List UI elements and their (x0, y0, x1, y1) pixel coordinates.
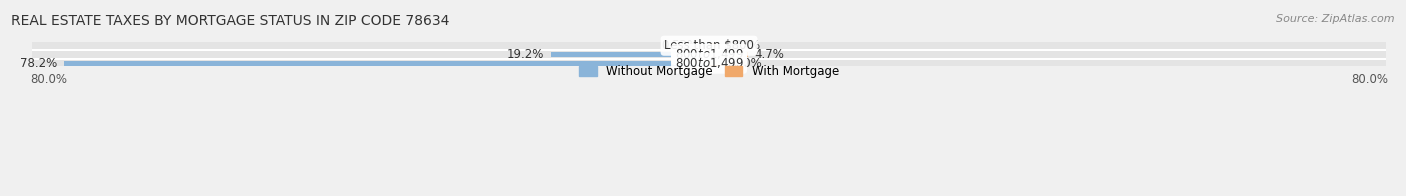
Bar (32, 51, 1386, 58)
Text: 19.2%: 19.2% (506, 48, 544, 61)
Bar (63, 61, 709, 66)
Bar (32, 43, 1386, 49)
Text: $800 to $1,499: $800 to $1,499 (675, 47, 744, 62)
Bar (32, 60, 1386, 66)
Bar (709, 61, 725, 66)
Text: Source: ZipAtlas.com: Source: ZipAtlas.com (1277, 14, 1395, 24)
Bar (551, 52, 709, 57)
Legend: Without Mortgage, With Mortgage: Without Mortgage, With Mortgage (574, 60, 844, 83)
Text: 2.0%: 2.0% (733, 57, 762, 70)
Text: REAL ESTATE TAXES BY MORTGAGE STATUS IN ZIP CODE 78634: REAL ESTATE TAXES BY MORTGAGE STATUS IN … (11, 14, 450, 28)
Text: 4.7%: 4.7% (755, 48, 785, 61)
Text: 0.52%: 0.52% (661, 39, 699, 52)
Text: 0.87%: 0.87% (723, 39, 761, 52)
Text: Less than $800: Less than $800 (664, 39, 754, 52)
Bar (709, 52, 748, 57)
Text: 78.2%: 78.2% (20, 57, 58, 70)
Text: $800 to $1,499: $800 to $1,499 (675, 56, 744, 70)
Bar (704, 43, 709, 48)
Bar (709, 43, 716, 48)
